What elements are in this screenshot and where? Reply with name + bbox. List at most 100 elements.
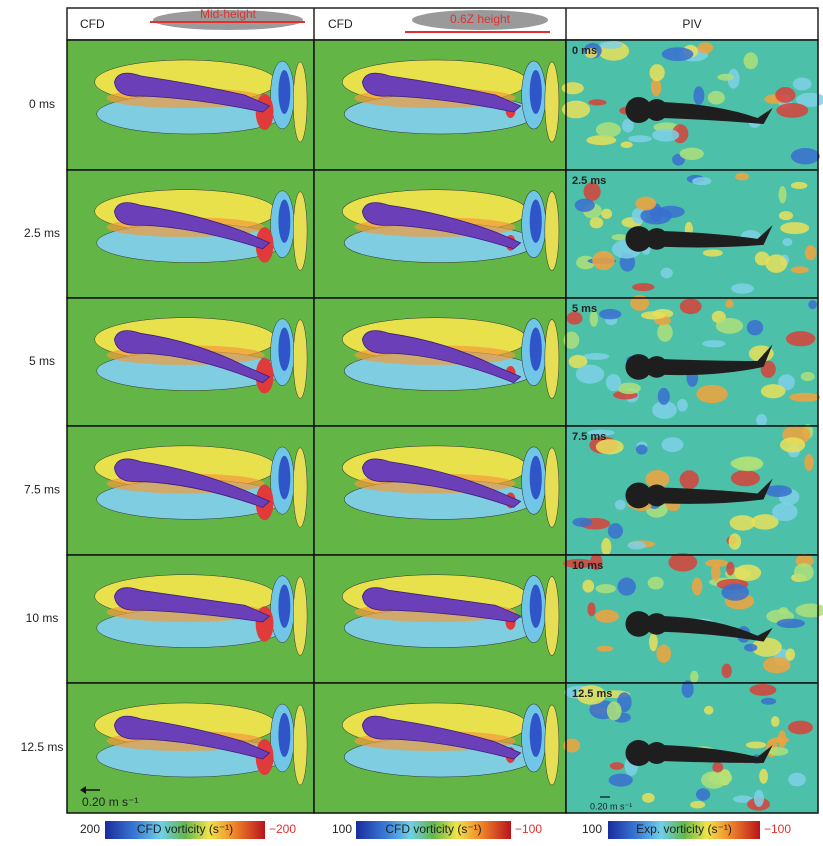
vorticity-blob: [772, 503, 798, 522]
vortex: [530, 328, 542, 371]
vortex: [530, 200, 542, 243]
panel: [564, 295, 820, 426]
scale-label: 0.20 m s⁻¹: [82, 795, 138, 809]
vortex: [278, 456, 290, 500]
vorticity-blob: [761, 384, 786, 398]
vorticity-blob: [599, 309, 621, 319]
vorticity-blob: [690, 801, 705, 809]
vorticity-blob: [693, 86, 704, 105]
vortex: [545, 577, 559, 656]
vorticity-blob: [606, 374, 621, 391]
vorticity-blob: [612, 234, 628, 240]
vorticity-blob: [588, 99, 606, 105]
vorticity-blob: [731, 470, 760, 486]
row-label: 2.5 ms: [24, 226, 60, 240]
vorticity-blob: [791, 266, 809, 273]
time-label: 10 ms: [572, 560, 603, 572]
panel: [314, 683, 566, 813]
vorticity-blob: [657, 206, 685, 218]
vorticity-blob: [725, 300, 733, 308]
vortex: [256, 94, 274, 130]
panel: [314, 426, 566, 555]
vortex: [545, 705, 559, 785]
vortex: [530, 713, 542, 757]
vorticity-blob: [648, 577, 664, 590]
panel: [563, 553, 823, 683]
vorticity-blob: [708, 771, 732, 785]
vorticity-blob: [777, 619, 805, 628]
vorticity-blob: [596, 584, 616, 593]
panel: [314, 40, 566, 170]
vorticity-blob: [658, 388, 670, 405]
vorticity-blob: [649, 633, 658, 651]
vortex: [278, 713, 290, 757]
column-label: PIV: [682, 17, 701, 31]
inset-label: Mid-height: [200, 7, 257, 21]
vorticity-blob: [805, 245, 817, 260]
vorticity-blob: [771, 716, 779, 727]
vortex: [278, 328, 290, 371]
vortex: [278, 70, 290, 114]
vorticity-blob: [746, 742, 766, 749]
vorticity-blob: [754, 790, 764, 807]
vorticity-blob: [661, 268, 673, 279]
vortex: [293, 192, 307, 271]
vorticity-blob: [763, 657, 791, 674]
vorticity-blob: [730, 515, 756, 530]
vorticity-blob: [744, 644, 757, 652]
vorticity-blob: [744, 52, 759, 69]
panel: [314, 555, 566, 683]
panel: [314, 170, 566, 298]
vorticity-blob: [635, 197, 656, 211]
vorticity-blob: [717, 74, 734, 81]
vorticity-blob: [696, 788, 710, 800]
column-label: CFD: [80, 17, 105, 31]
vorticity-blob: [702, 340, 725, 347]
vorticity-blob: [649, 64, 664, 81]
vorticity-blob: [765, 254, 787, 273]
vorticity-blob: [776, 103, 808, 118]
vorticity-blob: [692, 177, 711, 185]
row-label: 0 ms: [29, 97, 55, 111]
colorbar-min: −100: [764, 822, 791, 836]
time-label: 2.5 ms: [572, 175, 606, 187]
vorticity-blob: [680, 470, 699, 489]
vorticity-blob: [791, 182, 808, 189]
vorticity-blob: [642, 793, 655, 803]
time-label: 0 ms: [572, 45, 597, 57]
vorticity-blob: [572, 518, 592, 527]
vorticity-blob: [730, 457, 762, 470]
vorticity-blob: [562, 82, 584, 94]
vorticity-blob: [775, 87, 795, 103]
vorticity-blob: [592, 251, 614, 270]
row-label: 5 ms: [29, 354, 55, 368]
vorticity-blob: [716, 318, 743, 334]
vorticity-blob: [779, 211, 793, 220]
vorticity-blob: [697, 42, 713, 53]
vorticity-blob: [607, 701, 622, 720]
vorticity-blob: [590, 217, 604, 228]
colorbar-min: −100: [515, 822, 542, 836]
time-label: 7.5 ms: [572, 431, 606, 443]
vorticity-blob: [652, 129, 679, 142]
vorticity-blob: [627, 541, 646, 549]
vorticity-blob: [750, 684, 777, 696]
vortex: [293, 705, 307, 785]
colorbar-title: CFD vorticity (s⁻¹): [385, 822, 481, 836]
vortex: [278, 200, 290, 243]
vorticity-blob: [794, 563, 814, 581]
panel: [314, 298, 566, 426]
vortex: [293, 320, 307, 399]
vorticity-blob: [615, 500, 626, 510]
vorticity-blob: [618, 578, 636, 596]
vorticity-blob: [597, 646, 614, 652]
vorticity-blob: [734, 564, 761, 581]
vortex: [293, 577, 307, 656]
panel: [566, 424, 818, 555]
vorticity-blob: [761, 698, 776, 705]
vorticity-blob: [636, 444, 647, 454]
vorticity-blob: [788, 721, 813, 735]
vortex: [530, 70, 542, 114]
colorbar-max: 100: [582, 822, 602, 836]
vortex: [545, 192, 559, 271]
